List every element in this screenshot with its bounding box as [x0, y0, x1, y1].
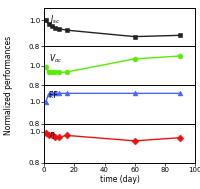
Text: Normalized performances: Normalized performances — [4, 36, 12, 135]
Text: $J_{sc}$: $J_{sc}$ — [48, 13, 60, 26]
Text: $\eta$: $\eta$ — [48, 130, 55, 141]
X-axis label: time (day): time (day) — [99, 175, 139, 184]
Text: $V_{oc}$: $V_{oc}$ — [48, 52, 62, 65]
Text: F.F: F.F — [48, 91, 58, 100]
